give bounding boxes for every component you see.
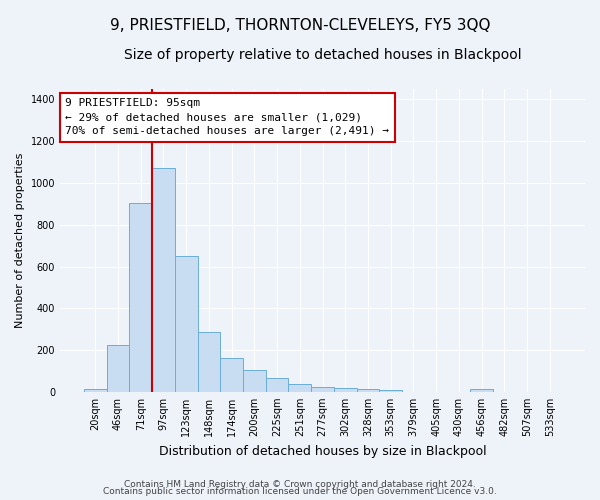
Text: Contains HM Land Registry data © Crown copyright and database right 2024.: Contains HM Land Registry data © Crown c…: [124, 480, 476, 489]
Bar: [470, 390, 493, 392]
Text: 9 PRIESTFIELD: 95sqm
← 29% of detached houses are smaller (1,029)
70% of semi-de: 9 PRIESTFIELD: 95sqm ← 29% of detached h…: [65, 98, 389, 136]
Bar: [220, 358, 243, 392]
Bar: [197, 332, 220, 392]
Text: 9, PRIESTFIELD, THORNTON-CLEVELEYS, FY5 3QQ: 9, PRIESTFIELD, THORNTON-CLEVELEYS, FY5 …: [110, 18, 490, 32]
Text: Contains public sector information licensed under the Open Government Licence v3: Contains public sector information licen…: [103, 487, 497, 496]
Bar: [175, 256, 197, 392]
Bar: [334, 388, 356, 392]
Bar: [107, 345, 130, 392]
Bar: [130, 203, 152, 392]
Bar: [289, 384, 311, 392]
Bar: [379, 390, 402, 392]
Bar: [152, 168, 175, 392]
Bar: [243, 370, 266, 392]
Bar: [311, 387, 334, 392]
Bar: [84, 388, 107, 392]
Bar: [356, 388, 379, 392]
X-axis label: Distribution of detached houses by size in Blackpool: Distribution of detached houses by size …: [159, 444, 487, 458]
Y-axis label: Number of detached properties: Number of detached properties: [15, 152, 25, 328]
Title: Size of property relative to detached houses in Blackpool: Size of property relative to detached ho…: [124, 48, 521, 62]
Bar: [266, 378, 289, 392]
